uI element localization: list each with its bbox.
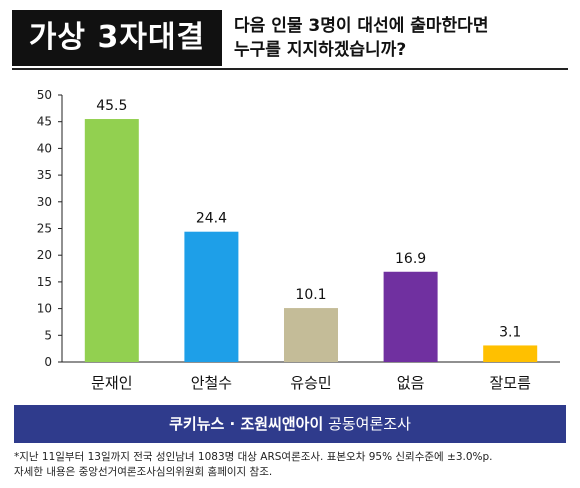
bar-chart: 0 5 10 15 20 25 30 35 40 45 50 45.5 문재인 24.4 안철수 10.1 유승… — [37, 88, 560, 392]
page-title: 가상 3자대결 — [12, 10, 222, 66]
x-tick-label: 유승민 — [290, 374, 331, 392]
y-tick-label: 30 — [37, 195, 52, 209]
bar — [284, 308, 338, 362]
y-tick-label: 0 — [44, 355, 52, 369]
x-tick-label: 없음 — [397, 374, 425, 392]
y-tick-label: 5 — [44, 328, 52, 342]
bar — [184, 231, 239, 362]
y-tick-label: 40 — [37, 141, 52, 155]
survey-question: 다음 인물 3명이 대선에 출마한다면 누구를 지지하겠습니까? — [234, 14, 564, 62]
y-tick-label: 35 — [37, 168, 52, 182]
footnote-line-1: *지난 11일부터 13일까지 전국 성인남녀 1083명 대상 ARS여론조사… — [14, 451, 493, 463]
question-line-2: 누구를 지지하겠습니까? — [234, 40, 407, 60]
data-label: 16.9 — [395, 251, 426, 267]
x-tick-label: 잘모름 — [489, 374, 531, 392]
header-divider — [12, 68, 568, 70]
data-label: 24.4 — [196, 211, 227, 227]
data-label: 10.1 — [295, 287, 326, 303]
footnote-line-2: 자세한 내용은 중앙선거여론조사심의위원회 홈페이지 참조. — [14, 466, 273, 478]
y-tick-label: 10 — [37, 302, 52, 316]
source-banner: 쿠키뉴스 · 조원씨앤아이 공동여론조사 — [14, 405, 566, 443]
bar — [483, 345, 538, 362]
question-line-1: 다음 인물 3명이 대선에 출마한다면 — [234, 16, 489, 36]
bar — [84, 119, 139, 362]
y-tick-label: 15 — [37, 275, 52, 289]
y-tick-label: 20 — [37, 248, 52, 262]
y-tick-label: 45 — [37, 115, 52, 129]
y-tick-label: 25 — [37, 222, 52, 236]
x-tick-label: 문재인 — [91, 374, 132, 392]
y-tick-label: 50 — [37, 88, 52, 102]
source-brand: 쿠키뉴스 · 조원씨앤아이 — [169, 415, 324, 433]
bar — [383, 271, 438, 362]
x-tick-label: 안철수 — [191, 374, 232, 392]
source-suffix: 공동여론조사 — [328, 415, 411, 433]
footnote: *지난 11일부터 13일까지 전국 성인남녀 1083명 대상 ARS여론조사… — [14, 450, 570, 480]
data-label: 3.1 — [499, 324, 521, 340]
data-label: 45.5 — [96, 98, 127, 114]
